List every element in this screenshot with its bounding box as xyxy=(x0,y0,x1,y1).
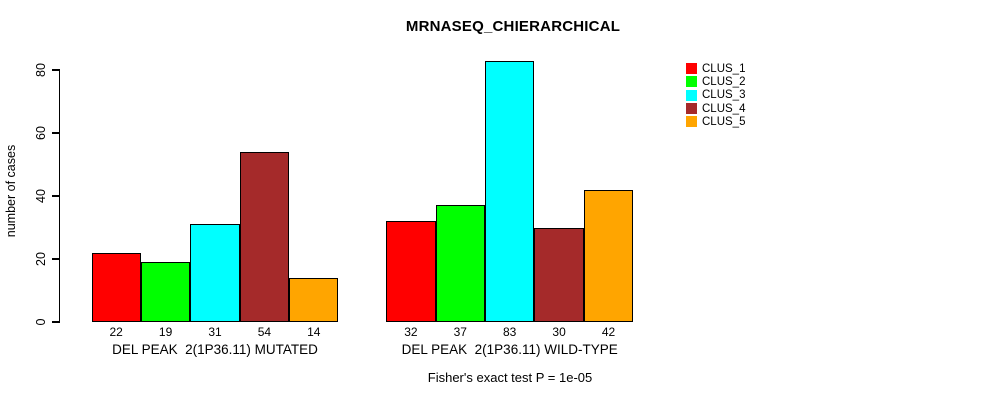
chart-title: MRNASEQ_CHIERARCHICAL xyxy=(405,18,621,35)
y-axis-tick-label: 80 xyxy=(34,63,48,77)
legend-item: CLUS_2 xyxy=(686,75,745,88)
bar-clus_3-group1 xyxy=(190,224,240,322)
y-axis-tick xyxy=(52,321,59,323)
legend-item: CLUS_1 xyxy=(686,62,745,75)
legend-color-swatch xyxy=(686,103,697,115)
bar-value-label: 32 xyxy=(404,325,418,339)
bar-clus_4-group1 xyxy=(239,151,290,322)
bar-clus_4-group2 xyxy=(534,227,584,322)
y-axis-tick-label: 0 xyxy=(34,318,48,326)
legend-color-swatch xyxy=(686,89,697,101)
legend-color-swatch xyxy=(686,63,697,75)
legend-color-swatch xyxy=(686,76,697,88)
bar-value-label: 42 xyxy=(601,325,616,339)
legend-item: CLUS_4 xyxy=(686,102,745,115)
bar-clus_1-group1 xyxy=(91,252,141,322)
y-axis-tick xyxy=(52,195,59,197)
bar-value-label: 37 xyxy=(453,325,467,339)
legend-item: CLUS_5 xyxy=(686,115,745,128)
x-group-label: DEL PEAK 2(1P36.11) MUTATED xyxy=(112,342,318,357)
bar-clus_2-group2 xyxy=(435,205,485,322)
y-axis-line xyxy=(59,69,61,323)
x-group-label: DEL PEAK 2(1P36.11) WILD-TYPE xyxy=(401,342,618,357)
bar-value-label: 83 xyxy=(503,325,517,339)
bar-value-label: 22 xyxy=(109,325,123,339)
annotation-text: Fisher's exact test P = 1e-05 xyxy=(427,370,593,385)
bar-value-label: 19 xyxy=(158,325,173,339)
legend-item-label: CLUS_2 xyxy=(702,75,746,88)
bar-clus_5-group1 xyxy=(289,277,339,322)
legend-item: CLUS_3 xyxy=(686,89,745,102)
y-axis-tick-label: 20 xyxy=(34,252,48,266)
legend-item-label: CLUS_1 xyxy=(702,62,746,75)
y-axis-tick xyxy=(52,258,59,260)
y-axis-tick-label: 60 xyxy=(34,126,48,140)
bar-value-label: 54 xyxy=(257,325,272,339)
bar-clus_5-group2 xyxy=(583,189,634,322)
y-axis-tick xyxy=(52,132,59,134)
bar-value-label: 31 xyxy=(208,325,222,339)
bar-clus_1-group2 xyxy=(386,221,436,322)
bar-clus_2-group1 xyxy=(140,262,191,322)
y-axis-tick xyxy=(52,69,59,71)
legend-color-swatch xyxy=(686,116,697,128)
bar-value-label: 30 xyxy=(552,325,566,339)
legend-item-label: CLUS_3 xyxy=(702,89,746,102)
bar-value-label: 14 xyxy=(307,325,321,339)
bar-clus_3-group2 xyxy=(485,60,535,322)
legend-item-label: CLUS_5 xyxy=(702,115,746,128)
y-axis-tick-label: 40 xyxy=(34,189,48,203)
legend-item-label: CLUS_4 xyxy=(702,102,746,115)
